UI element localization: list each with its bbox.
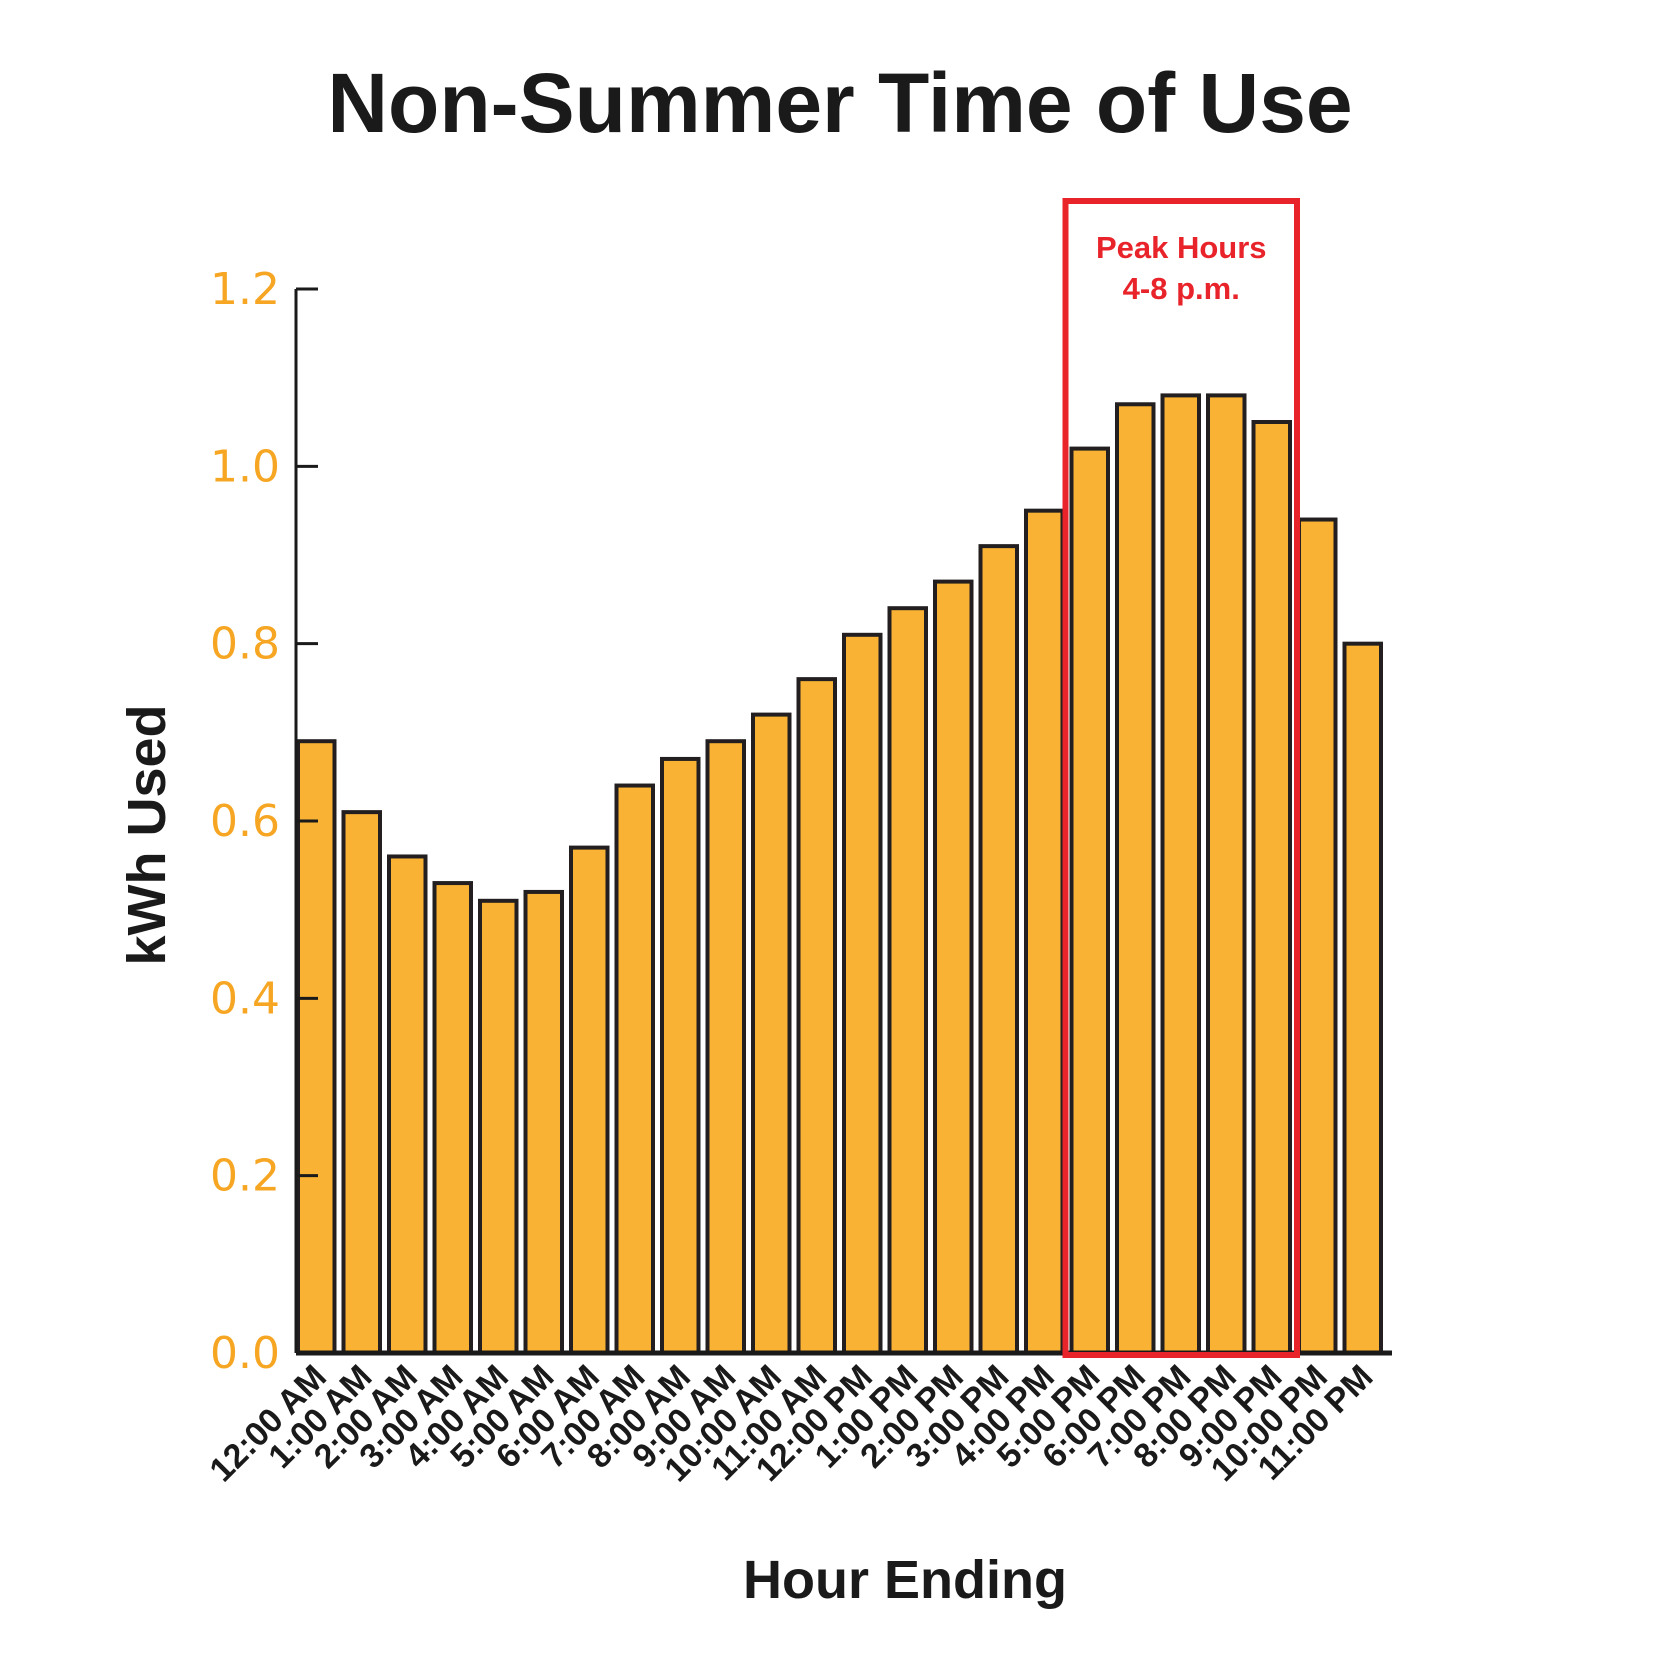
bar-3 (432, 881, 473, 1355)
bar-17 (1069, 446, 1110, 1356)
y-axis-title: kWh Used (117, 704, 177, 965)
bar-4 (478, 898, 519, 1355)
bar-2 (387, 854, 428, 1355)
bar-15 (978, 544, 1019, 1355)
bar-12 (842, 632, 883, 1355)
bar-7 (614, 783, 655, 1355)
bar-1 (341, 810, 382, 1355)
bar-16 (1024, 508, 1065, 1355)
bar-22 (1297, 517, 1338, 1355)
bar-5 (523, 889, 564, 1356)
x-axis-title: Hour Ending (743, 1550, 1067, 1610)
bars-group (296, 393, 1383, 1356)
y-tick-label: 1.2 (210, 264, 280, 315)
bar-0 (296, 739, 337, 1355)
y-tick-label: 0.0 (210, 1328, 280, 1379)
peak-hours-annotation: Peak Hours 4-8 p.m. (1062, 198, 1300, 1358)
peak-hours-label-line-0: Peak Hours (1096, 230, 1267, 265)
bar-19 (1160, 393, 1201, 1355)
y-tick-label: 0.8 (210, 619, 280, 670)
bar-18 (1115, 402, 1156, 1355)
bar-21 (1251, 420, 1292, 1355)
x-axis: 12:00 AM1:00 AM2:00 AM3:00 AM4:00 AM5:00… (202, 1350, 1392, 1489)
y-tick-label: 0.4 (210, 973, 280, 1024)
chart-title: Non-Summer Time of Use (327, 56, 1352, 150)
bar-9 (705, 739, 746, 1355)
bar-10 (751, 712, 792, 1355)
y-tick-label: 0.2 (210, 1151, 280, 1202)
bar-8 (660, 756, 701, 1355)
bar-11 (796, 677, 837, 1355)
bar-20 (1206, 393, 1247, 1355)
y-axis: 0.0 0.2 0.4 0.6 0.8 1.0 1.2 (210, 264, 318, 1379)
peak-hours-label-line-1: 4-8 p.m. (1123, 271, 1240, 306)
bar-23 (1342, 641, 1383, 1355)
bar-6 (569, 845, 610, 1355)
bar-14 (933, 579, 974, 1355)
y-tick-label: 1.0 (210, 441, 280, 492)
peak-hours-box (1062, 198, 1300, 1358)
y-tick-label: 0.6 (210, 796, 280, 847)
bar-13 (887, 606, 928, 1355)
